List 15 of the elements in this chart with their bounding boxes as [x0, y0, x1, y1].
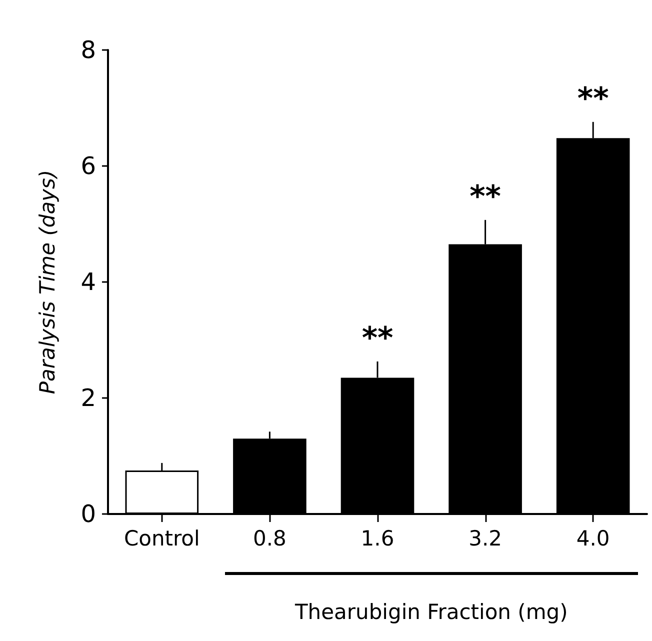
y-tick-label: 6 [80, 152, 96, 180]
annotation: ** [470, 179, 502, 214]
annotation: ** [362, 320, 394, 356]
annotation: ** [577, 81, 610, 116]
y-tick-label: 0 [80, 500, 96, 528]
x-tick-label: Control [124, 526, 200, 550]
y-tick-label: 4 [80, 268, 96, 296]
y-tick-label: 2 [80, 384, 96, 412]
y-tick-label: 8 [80, 36, 96, 64]
x-tick-label: 3.2 [468, 526, 502, 550]
x-tick-label: 1.6 [360, 526, 394, 550]
x-axis-title: Thearubigin Fraction (mg) [294, 600, 568, 624]
y-axis-title: Paralysis Time (days) [36, 170, 60, 394]
x-tick-label: 4.0 [576, 526, 610, 550]
x-tick-label: 0.8 [252, 526, 286, 550]
